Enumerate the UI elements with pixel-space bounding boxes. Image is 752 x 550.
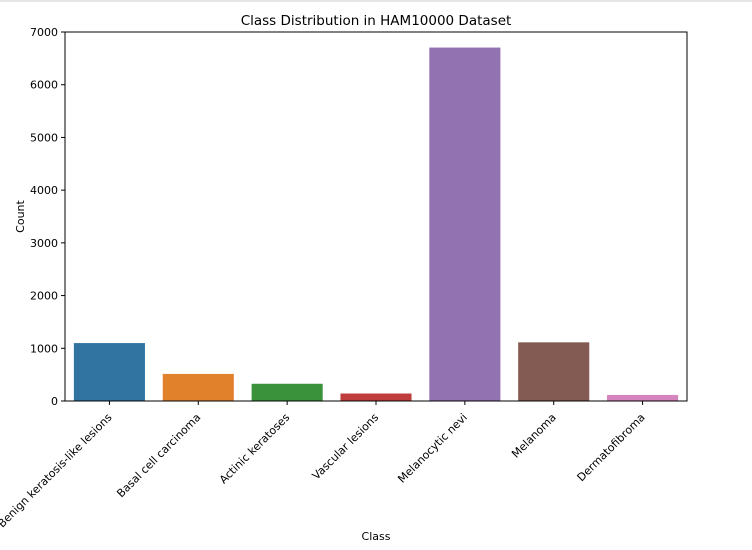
y-tick-label: 5000 xyxy=(30,131,58,144)
y-tick-label: 3000 xyxy=(30,237,58,250)
y-tick-label: 2000 xyxy=(30,290,58,303)
bar-4 xyxy=(340,393,412,401)
x-tick-label: Melanoma xyxy=(509,411,559,461)
bar-7 xyxy=(607,394,679,401)
bar-1 xyxy=(73,343,145,401)
y-tick-label: 1000 xyxy=(30,342,58,355)
y-tick-label: 6000 xyxy=(30,79,58,92)
bar-2 xyxy=(162,373,234,401)
y-tick-label: 4000 xyxy=(30,184,58,197)
x-tick-label: Dermatofibroma xyxy=(575,411,648,484)
x-tick-label: Actinic keratoses xyxy=(217,411,293,487)
window-top-border xyxy=(0,0,752,2)
plot-frame xyxy=(64,31,688,402)
y-tick-label: 0 xyxy=(51,395,58,408)
x-axis-label: Class xyxy=(362,530,391,543)
y-tick-label: 7000 xyxy=(30,26,58,39)
x-tick-label: Vascular lesions xyxy=(310,411,382,483)
y-axis-label: Count xyxy=(14,199,27,232)
chart-title: Class Distribution in HAM10000 Dataset xyxy=(241,13,512,29)
x-tick-label: Basal cell carcinoma xyxy=(114,411,203,500)
bar-6 xyxy=(518,342,590,401)
bar-3 xyxy=(251,383,323,401)
x-tick-label: Melanocytic nevi xyxy=(395,411,470,486)
bar-5 xyxy=(429,47,501,401)
x-tick-label: Benign keratosis-like lesions xyxy=(0,411,115,531)
